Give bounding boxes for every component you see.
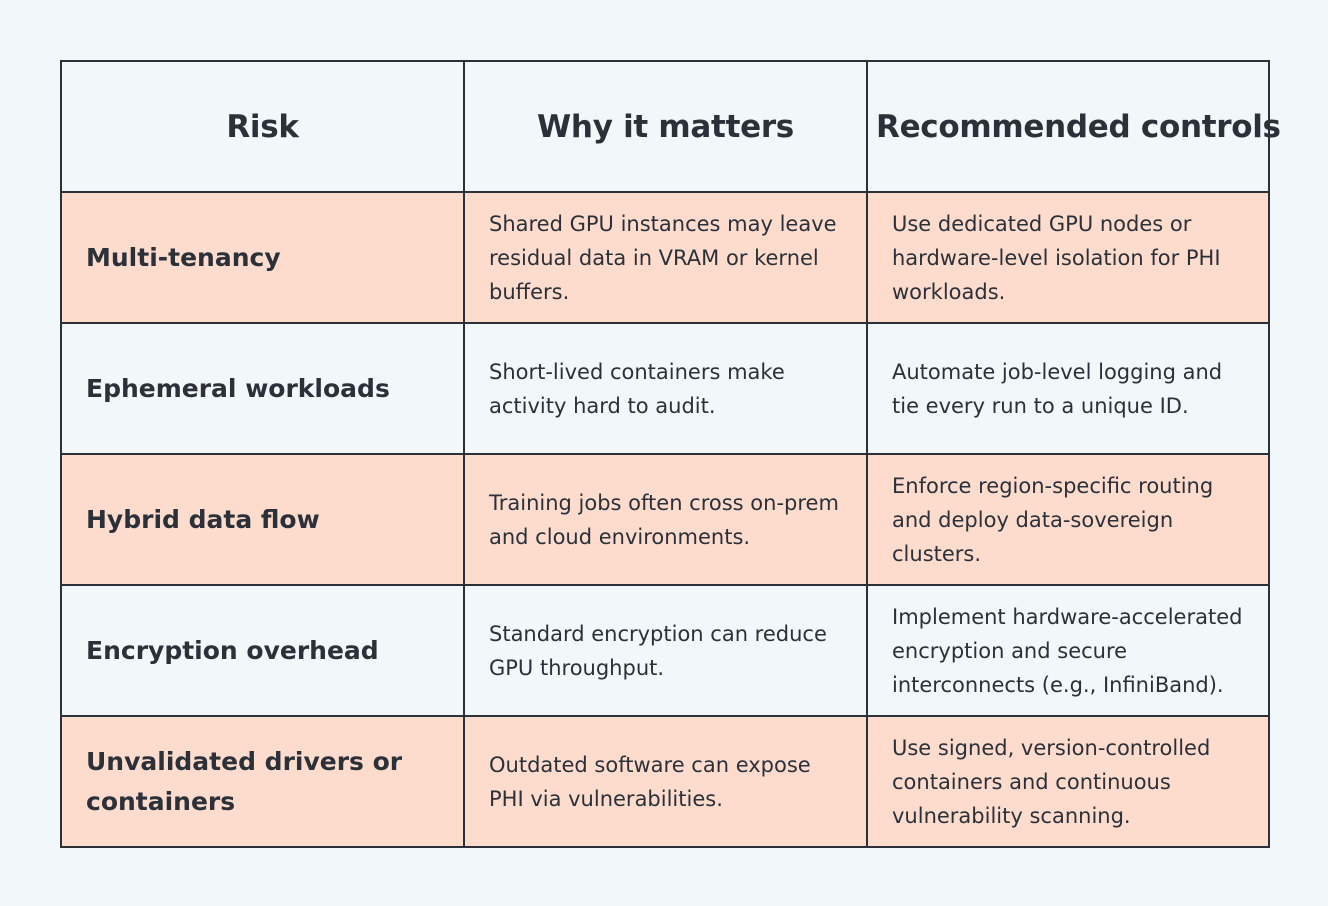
controls-cell: Use dedicated GPU nodes or hardware-leve…	[866, 191, 1270, 324]
why-cell: Training jobs often cross on-prem and cl…	[463, 453, 868, 586]
risk-controls-table-container: Risk Why it matters Recommended controls…	[60, 60, 1281, 848]
controls-cell: Implement hardware-accelerated encryptio…	[866, 584, 1270, 717]
table-row: Hybrid data flow Training jobs often cro…	[60, 453, 1270, 586]
controls-cell: Enforce region-specific routing and depl…	[866, 453, 1270, 586]
why-cell: Shared GPU instances may leave residual …	[463, 191, 868, 324]
controls-cell: Use signed, version-controlled container…	[866, 715, 1270, 848]
header-recommended-controls: Recommended controls	[866, 60, 1281, 193]
table-row: Ephemeral workloads Short-lived containe…	[60, 322, 1270, 455]
why-cell: Short-lived containers make activity har…	[463, 322, 868, 455]
table-row: Encryption overhead Standard encryption …	[60, 584, 1270, 717]
risk-cell: Encryption overhead	[60, 584, 465, 717]
why-cell: Outdated software can expose PHI via vul…	[463, 715, 868, 848]
why-cell: Standard encryption can reduce GPU throu…	[463, 584, 868, 717]
controls-cell: Automate job-level logging and tie every…	[866, 322, 1270, 455]
risk-controls-table: Risk Why it matters Recommended controls…	[60, 60, 1281, 848]
risk-cell: Unvalidated drivers or containers	[60, 715, 465, 848]
table-row: Multi-tenancy Shared GPU instances may l…	[60, 191, 1270, 324]
table-row: Unvalidated drivers or containers Outdat…	[60, 715, 1270, 848]
risk-cell: Hybrid data flow	[60, 453, 465, 586]
header-risk: Risk	[60, 60, 465, 193]
risk-cell: Ephemeral workloads	[60, 322, 465, 455]
header-why-it-matters: Why it matters	[463, 60, 868, 193]
table-header-row: Risk Why it matters Recommended controls	[60, 60, 1281, 193]
risk-cell: Multi-tenancy	[60, 191, 465, 324]
